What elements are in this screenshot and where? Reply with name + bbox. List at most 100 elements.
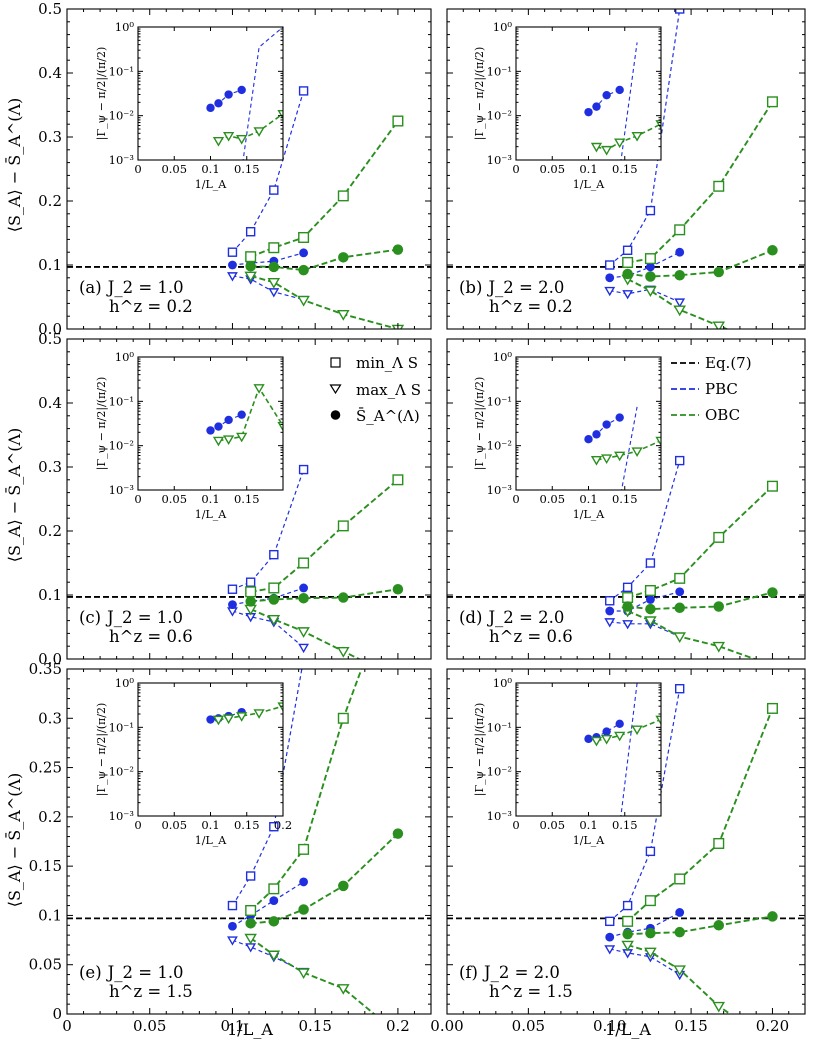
panel-a-series-pbc-mean-line <box>232 252 304 266</box>
panel-e-series-pbc-min-point-1 <box>245 871 256 881</box>
panel-c-series-obc-min-point-4 <box>392 474 404 486</box>
panel-c-ytick-label-4: 0.4 <box>38 394 62 412</box>
panel-e-inset-series-1-point-0 <box>212 715 225 726</box>
panel-c-series-obc-max-point-2 <box>297 627 310 638</box>
panel-e-inset-series-1-line <box>218 705 283 721</box>
panel-d-inset-ytick-label-3: 10⁰ <box>493 350 513 364</box>
panel-c-inset-series-0-point-2 <box>224 415 233 425</box>
panel-b-series-obc-mean-line <box>627 249 773 278</box>
panel-b-series-obc-min-point-3 <box>713 180 725 192</box>
panel-f-inset-series-2-point-0 <box>590 736 603 747</box>
panel-f: 0.00 0.05 0.10 0.15 0.20(f) J_2 = 2.0h^z = 1.… <box>430 668 806 1035</box>
panel-a-inset: 0 0.05 0.1 0.15 10⁻³ 10⁻² 10⁻¹ 10⁰ 1/L_A |Γ_ψ − π… <box>95 20 284 191</box>
panel-f-inset-xlabel: 1/L_A <box>573 834 606 847</box>
panel-a-ytick-label-1: 0.1 <box>38 256 62 274</box>
panel-b-inset-data <box>584 42 661 160</box>
panel-c-inset-ylabel: |Γ_ψ − π/2|/(π/2) <box>95 377 109 471</box>
panel-d-inset-series-2-point-2 <box>614 451 626 462</box>
panel-a-inset-bg <box>138 27 283 160</box>
panel-d-series-obc-mean-point-1 <box>645 603 656 615</box>
panel-d-series-pbc-max-point-1 <box>622 620 634 630</box>
panel-a-inset-ytick-label-3: 10⁰ <box>115 20 135 34</box>
panel-a-series-pbc-mean-point-3 <box>299 248 309 258</box>
panel-a-inset-series-2-point-3 <box>253 127 265 137</box>
panel-e-series-obc-min-point-3 <box>337 712 349 724</box>
panel-e-series-pbc-min-point-2 <box>269 822 279 832</box>
panel-a-series-pbc-min-point-2 <box>269 185 279 195</box>
panel-e-inset-series-1-point-1 <box>222 714 235 725</box>
legend-mean-label: S̄_A^(Λ) <box>356 407 420 425</box>
panel-e-inset-xtick-label-0: 0 <box>134 818 141 832</box>
panel-a-inset-series-1-point-2 <box>224 90 233 99</box>
panel-a-series-obc-mean-point-3 <box>338 252 349 263</box>
panel-e-data <box>227 669 404 1014</box>
panel-f-inset-ytick-label-0: 10⁻³ <box>487 809 513 823</box>
legend-max-marker <box>329 384 342 395</box>
panel-c-inset-series-1-point-2 <box>236 432 248 443</box>
panel-a-inset-xtick-label-1: 0.05 <box>161 162 187 176</box>
panel-b-series-pbc-mean-point-2 <box>645 262 655 272</box>
panel-f-label: (f) J_2 = 2.0 <box>459 963 560 982</box>
panel-e-label-letter: (e) <box>79 963 102 982</box>
panel-c-inset-ytick-label-2: 10⁻¹ <box>109 394 134 408</box>
panel-e-series-obc-min-point-1 <box>268 883 280 895</box>
panel-f-xtick-label-0: 0.00 <box>430 1017 463 1035</box>
panel-d-inset-xlabel: 1/L_A <box>573 508 606 521</box>
panel-b-inset-series-1-point-3 <box>615 85 624 95</box>
panel-c-inset-xtick-label-0: 0 <box>134 492 141 506</box>
panel-a-series-pbc-min-point-1 <box>245 227 256 237</box>
panel-b-inset-series-1-point-1 <box>592 102 601 111</box>
panel-e-series-pbc-mean-point-3 <box>299 877 309 887</box>
panel-e-ytick-label-5: 0.25 <box>29 759 62 777</box>
panel-f-label-param1: J_2 = 2.0 <box>482 963 560 982</box>
panel-e-series-obc-mean-point-1 <box>268 916 280 927</box>
panel-c-inset-series-1-point-1 <box>222 435 235 445</box>
panel-a-series-obc-min-point-0 <box>245 251 257 263</box>
panel-e-inset-ytick-label-2: 10⁻¹ <box>109 720 134 734</box>
panel-a-series-obc-mean-point-0 <box>245 261 256 272</box>
panel-a-series-obc-max-point-3 <box>337 309 350 321</box>
panel-a-label-param1: J_2 = 1.0 <box>106 278 184 297</box>
panel-d-inset-series-2-point-1 <box>600 454 613 465</box>
panel-b-series-pbc-max-line <box>609 288 680 303</box>
panel-f-series-pbc-mean-point-0 <box>605 932 615 942</box>
panel-b-inset-series-2-point-2 <box>614 138 626 149</box>
panel-f-xtick-label-4: 0.20 <box>756 1017 789 1035</box>
panel-d-data <box>604 455 778 659</box>
panel-a-series-pbc-min-point-0 <box>227 247 238 257</box>
panel-e-series-pbc-max-point-1 <box>245 943 257 953</box>
panel-d-inset-ytick-label-1: 10⁻² <box>487 439 512 453</box>
panel-a-inset-series-1-point-3 <box>237 85 246 95</box>
panel-b-label-letter: (b) <box>459 278 482 297</box>
panel-b-inset-xtick-label-1: 0.05 <box>539 162 565 176</box>
panel-e-series-pbc-min-line <box>231 669 303 906</box>
panel-b-inset-xtick-label-2: 0.1 <box>579 162 597 176</box>
panel-d-series-pbc-mean-point-3 <box>675 587 685 597</box>
panel-b-inset-ytick-label-3: 10⁰ <box>493 20 513 34</box>
panel-d-inset-series-1-line <box>588 417 620 440</box>
panel-a: 0.0 0.1 0.2 0.3 0.4 0.5 (a) J_2 = 1.0h^z = 0.2 0… <box>38 0 432 338</box>
panel-f-inset-ytick-label-2: 10⁻¹ <box>487 720 512 734</box>
panel-c-series-obc-mean-point-0 <box>245 596 256 607</box>
panel-f-xtick-label-3: 0.15 <box>674 1017 707 1035</box>
panel-f-series-pbc-min-point-2 <box>645 846 656 857</box>
panel-b-series-obc-min-point-2 <box>674 224 686 236</box>
panel-b-series-obc-mean-point-2 <box>674 269 685 281</box>
panel-f-inset-series-2-point-3 <box>631 725 643 736</box>
panel-a-series-obc-min-point-4 <box>392 115 404 127</box>
panel-d-series-obc-mean-point-2 <box>674 602 685 614</box>
panel-e-series-pbc-max-point-0 <box>227 936 238 946</box>
legend-mean-marker <box>330 410 341 420</box>
legend-obc-label: OBC <box>705 406 740 424</box>
panel-d-series-obc-max-point-3 <box>712 641 726 653</box>
panel-e-ytick-label-7: 0.35 <box>29 660 62 678</box>
panel-f-inset-series-2-point-1 <box>600 734 613 745</box>
panel-e-series-obc-mean-line <box>250 832 399 925</box>
panel-c-series-obc-mean-point-4 <box>392 583 404 595</box>
panel-f-series-pbc-mean-point-3 <box>675 908 685 917</box>
panel-c-inset-xtick-label-3: 0.15 <box>234 492 260 506</box>
panel-d-series-pbc-max-point-0 <box>604 618 616 628</box>
panel-c-series-obc-max-point-1 <box>267 615 281 626</box>
panel-c-inset-series-1-point-0 <box>212 436 225 447</box>
panel-e-series-pbc-max-line <box>232 939 304 973</box>
